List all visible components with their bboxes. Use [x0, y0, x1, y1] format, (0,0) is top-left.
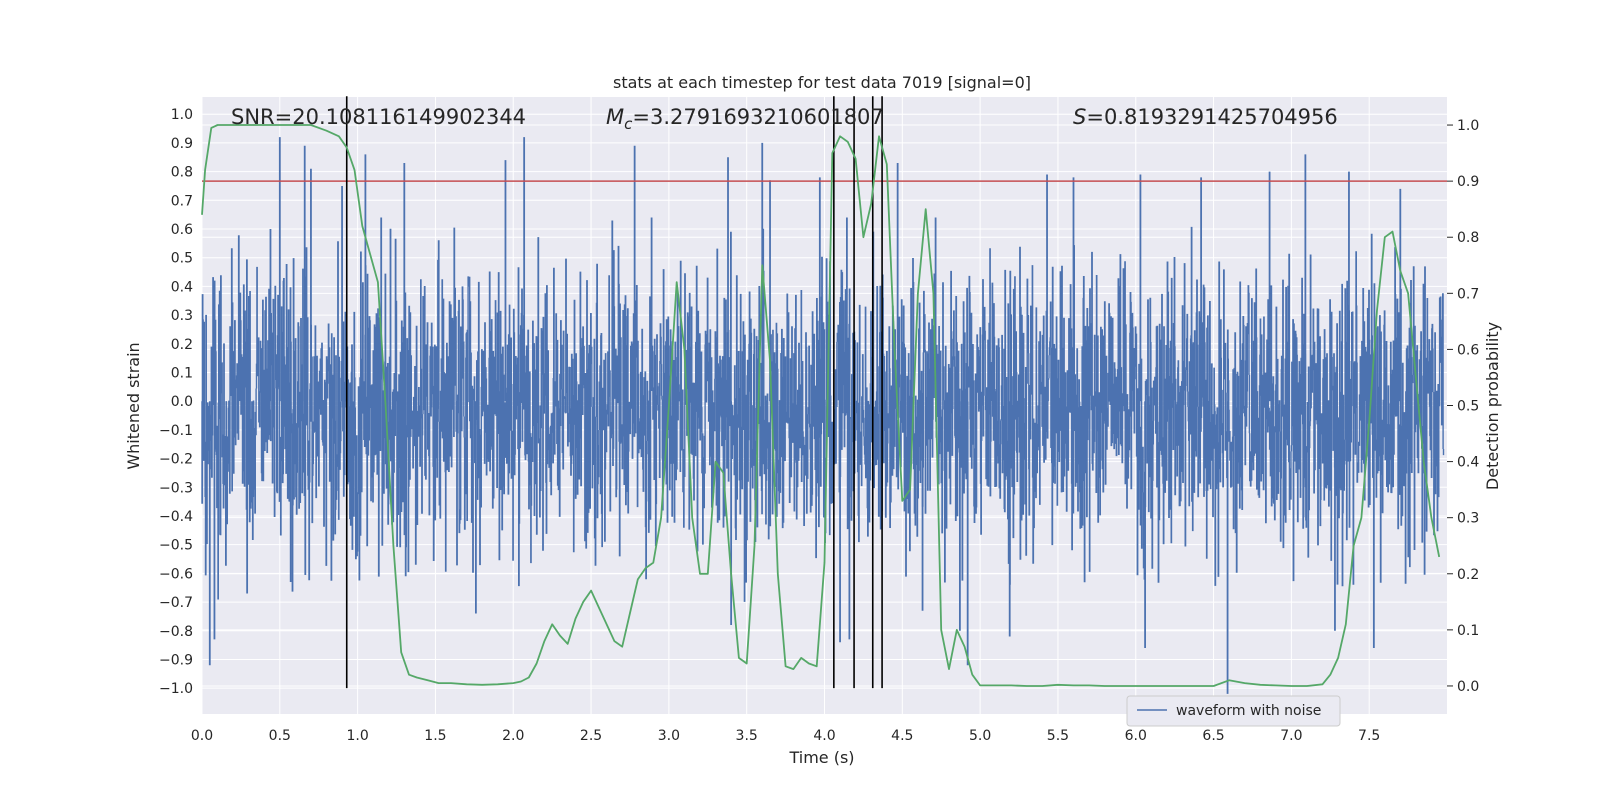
- waveform-with-noise-series: [201, 137, 1445, 694]
- legend-label-waveform: waveform with noise: [1176, 703, 1321, 719]
- s-value: =0.8193291425704956: [1086, 105, 1337, 129]
- y2-tick-label-2: 0.8: [1457, 230, 1479, 246]
- y2-tick-label-1: 0.9: [1457, 174, 1479, 190]
- y-tick-label-9: 0.1: [171, 365, 193, 381]
- y2-tick-label-9: 0.1: [1457, 623, 1479, 639]
- y-tick-label-14: −0.4: [159, 509, 193, 525]
- y-tick-label-17: −0.7: [159, 595, 193, 611]
- y-tick-label-4: 0.6: [171, 222, 193, 238]
- y2-tick-label-4: 0.6: [1457, 342, 1479, 358]
- s-symbol: S: [1073, 105, 1086, 129]
- x-tick-label-7: 3.5: [736, 728, 758, 744]
- y2-tick-label-6: 0.4: [1457, 455, 1479, 471]
- x-tick-label-14: 7.0: [1280, 728, 1302, 744]
- x-tick-label-3: 1.5: [424, 728, 446, 744]
- x-tick-label-2: 1.0: [346, 728, 368, 744]
- y-tick-label-5: 0.5: [171, 251, 193, 267]
- x-tick-label-15: 7.5: [1358, 728, 1380, 744]
- y-tick-label-6: 0.4: [171, 279, 193, 295]
- x-tick-label-0: 0.0: [191, 728, 213, 744]
- x-axis-ticks: 0.0 0.5 1.0 1.5 2.0 2.5 3.0 3.5 4.0 4.5 5.0 5.5 6.0 6…: [191, 728, 1380, 744]
- y2-tick-label-0: 1.0: [1457, 118, 1479, 134]
- x-tick-label-12: 6.0: [1125, 728, 1147, 744]
- y2-tick-label-3: 0.7: [1457, 286, 1479, 302]
- y-tick-label-2: 0.8: [171, 165, 193, 181]
- snr-annotation: SNR=20.108116149902344: [231, 105, 526, 129]
- y-tick-label-18: −0.8: [159, 624, 193, 640]
- y-tick-label-16: −0.6: [159, 566, 193, 582]
- y-tick-label-20: −1.0: [159, 681, 193, 697]
- detection-probability-series: [201, 124, 1441, 687]
- x-axis-label: Time (s): [788, 748, 854, 767]
- y-axis-label: Whitened strain: [124, 342, 143, 469]
- chart-title: stats at each timestep for test data 701…: [613, 73, 1031, 92]
- y-tick-label-15: −0.5: [159, 538, 193, 554]
- y-tick-label-0: 1.0: [171, 107, 193, 123]
- x-tick-label-11: 5.5: [1047, 728, 1069, 744]
- x-tick-label-10: 5.0: [969, 728, 991, 744]
- chirp-mass-annotation: Mc=3.2791693210601807: [606, 105, 884, 133]
- y-tick-label-1: 0.9: [171, 136, 193, 152]
- detection-probability-line: [201, 124, 1441, 687]
- waveform-noise-trace: [201, 217, 1445, 602]
- x-tick-label-13: 6.5: [1202, 728, 1224, 744]
- chirp-mass-symbol: M: [606, 105, 624, 129]
- y-tick-label-8: 0.2: [171, 337, 193, 353]
- y-tick-label-19: −0.9: [159, 652, 193, 668]
- right-y-axis-ticks: 1.0 0.9 0.8 0.7 0.6 0.5 0.4 0.3 0.2 0.1 0.0: [1447, 118, 1479, 695]
- y-tick-label-10: 0.0: [171, 394, 193, 410]
- detection-markers: [345, 96, 883, 689]
- s-annotation: S=0.8193291425704956: [1073, 105, 1338, 129]
- legend-box: [1126, 695, 1341, 727]
- y2-tick-label-5: 0.5: [1457, 399, 1479, 415]
- y-tick-label-13: −0.3: [159, 480, 193, 496]
- x-tick-label-5: 2.5: [580, 728, 602, 744]
- y2-tick-label-8: 0.2: [1457, 567, 1479, 583]
- y-tick-label-12: −0.2: [159, 452, 193, 468]
- chirp-mass-value: =3.2791693210601807: [632, 105, 883, 129]
- y-tick-label-11: −0.1: [159, 423, 193, 439]
- y2-tick-label-10: 0.0: [1457, 679, 1479, 695]
- y-tick-label-3: 0.7: [171, 193, 193, 209]
- legend: waveform with noise: [1126, 695, 1341, 727]
- x-tick-label-4: 2.0: [502, 728, 524, 744]
- y2-axis-label: Detection probability: [1483, 322, 1502, 490]
- chirp-mass-subscript: c: [624, 115, 633, 133]
- y2-tick-label-7: 0.3: [1457, 511, 1479, 527]
- left-y-axis-ticks: 1.0 0.9 0.8 0.7 0.6 0.5 0.4 0.3 0.2 0.1 0.0 −0.1 −0.…: [159, 107, 193, 697]
- x-tick-label-9: 4.5: [891, 728, 913, 744]
- x-tick-label-8: 4.0: [813, 728, 835, 744]
- x-tick-label-6: 3.0: [658, 728, 680, 744]
- x-tick-label-1: 0.5: [269, 728, 291, 744]
- y-tick-label-7: 0.3: [171, 308, 193, 324]
